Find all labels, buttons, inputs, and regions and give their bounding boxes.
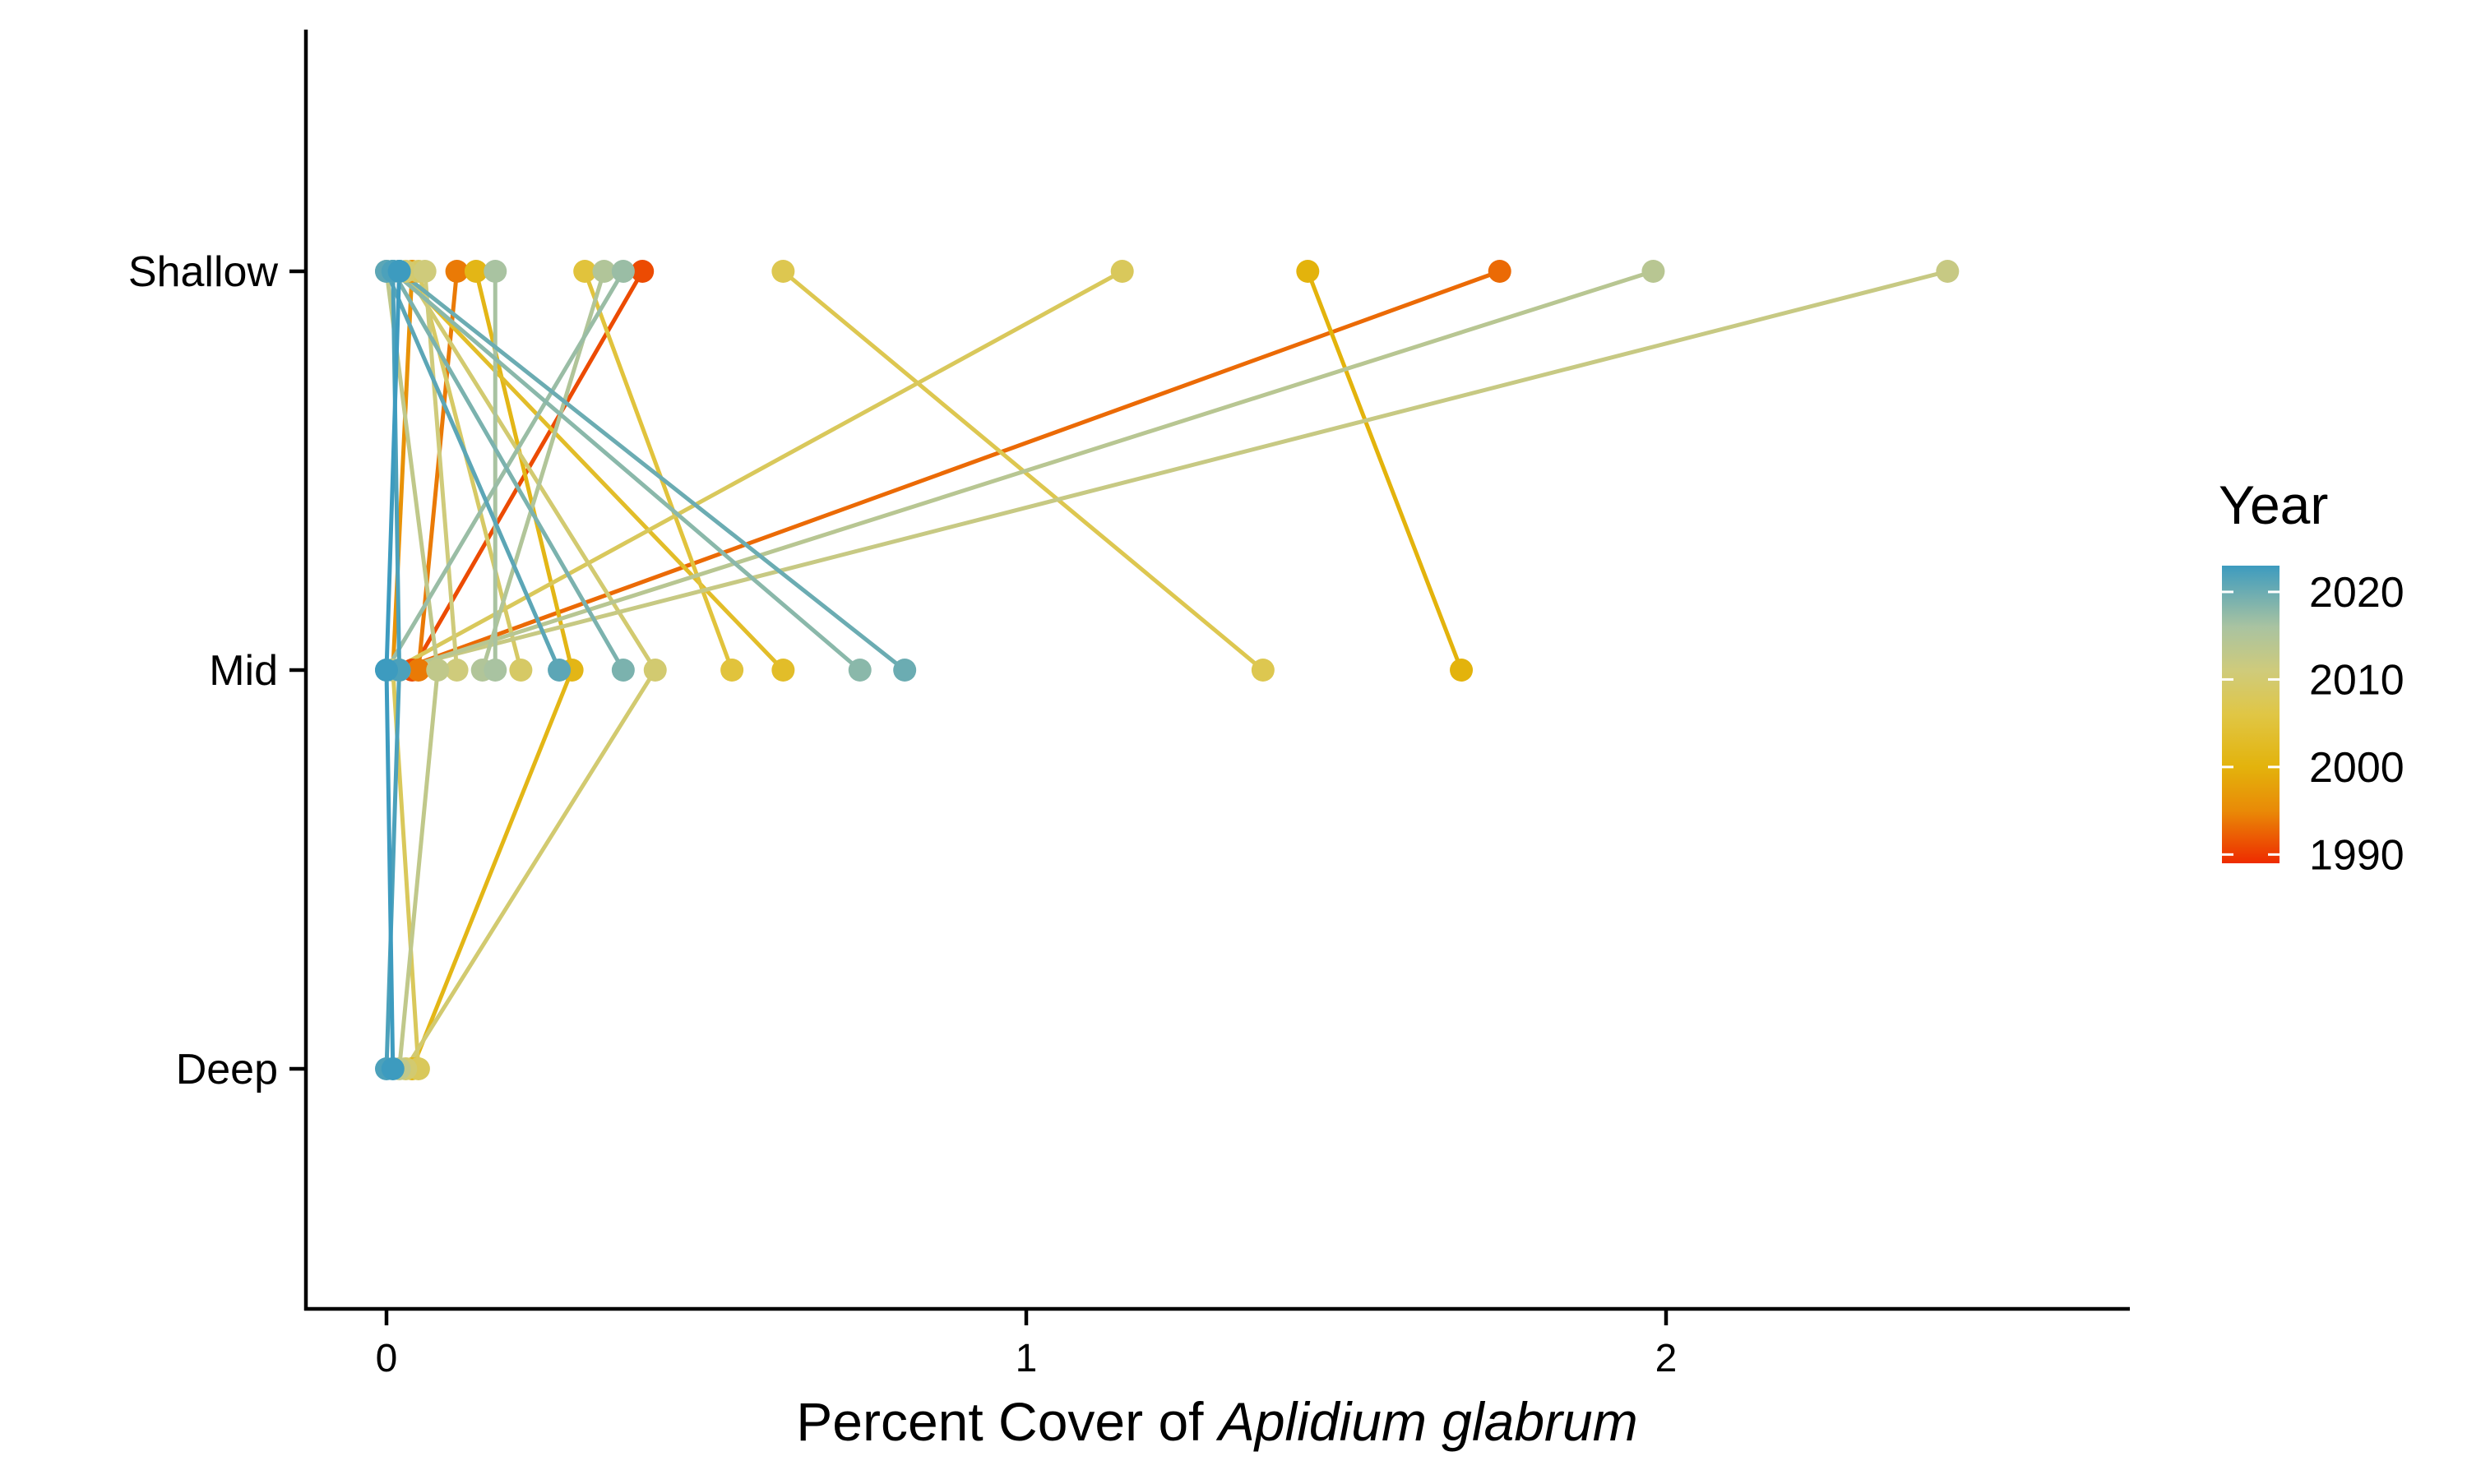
series-line-2018 [391, 270, 862, 672]
data-point-2007-shallow [771, 260, 795, 283]
series-line-2019 [391, 270, 626, 672]
data-point-2000-shallow [1296, 260, 1320, 283]
x-tick-label: 2 [1655, 1337, 1678, 1380]
series-line-2020 [398, 270, 906, 672]
data-point-2019-mid [611, 659, 635, 682]
y-tick-label: Shallow [128, 248, 279, 296]
data-point-1994-shallow [445, 260, 469, 283]
data-point-2011-mid [445, 659, 469, 682]
series-line-2003 [397, 270, 785, 672]
y-tick-label: Deep [176, 1046, 278, 1093]
data-point-2014-shallow [1641, 260, 1665, 283]
data-point-2017-shallow [611, 260, 635, 283]
data-point-2009-mid [509, 659, 533, 682]
data-point-2007-mid [1251, 659, 1275, 682]
data-point-2016-mid [484, 659, 507, 682]
legend-label: 2000 [2309, 744, 2405, 792]
series-points [375, 260, 1960, 1080]
data-point-2023-deep [381, 1057, 405, 1080]
series-line-2014 [398, 269, 1655, 673]
x-axis-title: Percent Cover of Aplidium glabrum [796, 1391, 1637, 1452]
plot-panel [375, 260, 1960, 1080]
data-point-2012-shallow [1936, 260, 1960, 283]
series-line-2005 [582, 270, 734, 671]
data-point-2023-shallow [387, 260, 411, 283]
data-point-2008-shallow [1110, 260, 1134, 283]
legend-label: 1990 [2309, 831, 2405, 879]
data-point-2010-mid [643, 659, 667, 682]
data-point-2011-shallow [413, 260, 437, 283]
data-point-1991-shallow [631, 260, 655, 283]
data-point-1993-shallow [1488, 260, 1511, 283]
axes: 0 1 2 Shallow Mid Deep Percent Cover of Apli… [128, 30, 2130, 1452]
data-point-2003-mid [771, 659, 795, 682]
legend-label: 2010 [2309, 656, 2405, 704]
series-line-2000 [1305, 270, 1464, 671]
data-point-2020-mid [893, 659, 917, 682]
x-axis-title-species: Aplidium glabrum [1215, 1391, 1638, 1452]
data-point-2013-mid [426, 659, 450, 682]
y-tick-label: Mid [209, 647, 278, 695]
data-point-2018-mid [848, 659, 872, 682]
series-line-2021 [384, 270, 562, 671]
x-tick-label: 1 [1016, 1337, 1038, 1380]
data-point-2016-shallow [484, 260, 507, 283]
data-point-2015-shallow [592, 260, 616, 283]
series-line-2012 [392, 269, 1948, 673]
data-point-2023-mid [375, 659, 398, 682]
series-line-1993 [398, 269, 1501, 673]
data-point-2005-mid [720, 659, 744, 682]
x-ticks: 0 1 2 [376, 1311, 1678, 1380]
data-point-2005-shallow [573, 260, 597, 283]
series-line-1996 [391, 270, 414, 671]
series-line-2017 [384, 270, 626, 672]
data-point-2000-mid [1450, 659, 1474, 682]
legend: Year 2020 2010 2000 1990 [2219, 474, 2405, 879]
data-point-2001-shallow [464, 260, 488, 283]
x-tick-label: 0 [376, 1337, 398, 1380]
x-axis-title-text: Percent Cover of [796, 1391, 1219, 1452]
legend-ticks: 2020 2010 2000 1990 [2222, 569, 2405, 879]
legend-label: 2020 [2309, 569, 2405, 617]
data-point-2021-mid [548, 659, 572, 682]
data-point-1994-mid [406, 659, 430, 682]
legend-title: Year [2219, 474, 2328, 535]
legend-colorbar [2222, 566, 2280, 863]
y-ticks: Shallow Mid Deep [128, 248, 304, 1093]
